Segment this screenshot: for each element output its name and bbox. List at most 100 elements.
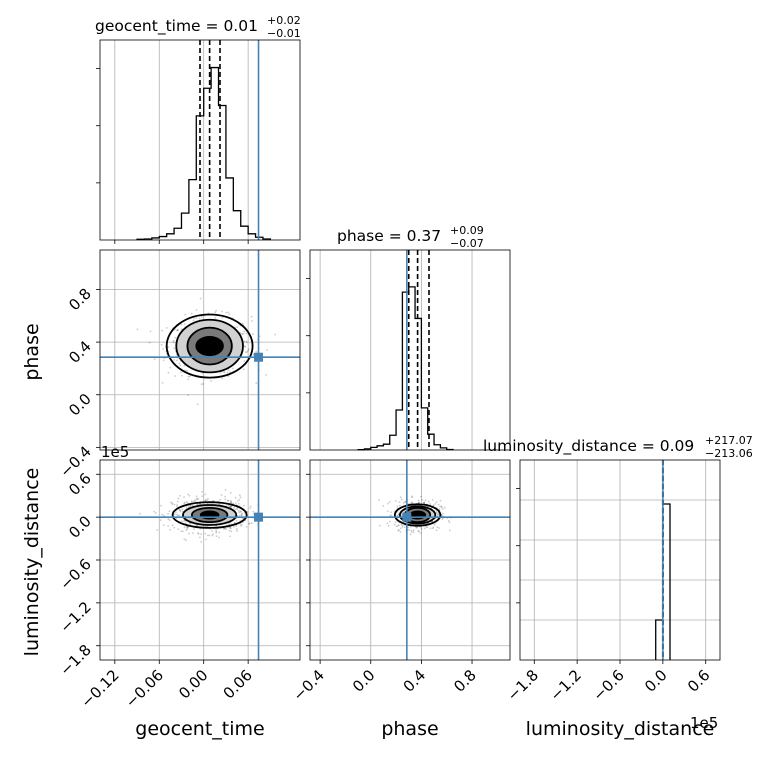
hist-luminosity-distance-xtick-label-1: −1.2 xyxy=(546,666,584,704)
scatter-geocent-distance-sample-point xyxy=(219,498,222,501)
scatter-geocent-distance-sample-point xyxy=(227,504,230,507)
scatter-phase-distance-sample-point xyxy=(418,501,420,504)
scatter-phase-distance-sample-point xyxy=(437,513,440,516)
scatter-geocent-distance-sample-point xyxy=(236,508,239,511)
title-luminosity-distance: luminosity_distance = 0.09 xyxy=(483,437,694,456)
scatter-geocent-distance-sample-point xyxy=(238,498,241,501)
scatter-geocent-distance-sample-point xyxy=(235,519,238,522)
scatter-geocent-phase-sample-point xyxy=(226,371,229,374)
scatter-geocent-phase-sample-point xyxy=(251,333,254,336)
hist-phase-frame xyxy=(309,249,511,451)
title-luminosity-distance-minus: −213.06 xyxy=(705,447,753,460)
scatter-phase-distance-sample-point xyxy=(418,501,420,504)
scatter-geocent-phase-sample-point xyxy=(178,362,181,365)
scatter-geocent-phase-sample-point xyxy=(214,316,217,319)
scatter-geocent-phase-sample-point xyxy=(229,371,232,374)
scatter-geocent-phase-sample-point xyxy=(149,330,152,333)
scatter-phase-distance-sample-point xyxy=(441,518,444,521)
scatter-geocent-phase-sample-point xyxy=(195,308,198,311)
scatter-geocent-phase-sample-point xyxy=(265,373,268,376)
scatter-geocent-phase-sample-point xyxy=(195,317,198,320)
scatter-geocent-phase-sample-point xyxy=(222,371,225,373)
scatter-geocent-distance-sample-point xyxy=(215,535,218,538)
scatter-geocent-distance-sample-point xyxy=(252,510,255,513)
scatter-geocent-distance-sample-point xyxy=(249,507,251,510)
offset-label-x-luminosity-distance: 1e5 xyxy=(690,714,718,732)
scatter-phase-distance-sample-point xyxy=(424,499,427,502)
scatter-geocent-distance-ytick-label-3: 0.0 xyxy=(65,512,95,542)
scatter-geocent-distance-sample-point xyxy=(190,500,193,503)
scatter-geocent-phase-sample-point xyxy=(176,329,179,332)
scatter-phase-distance-sample-point xyxy=(399,531,402,533)
scatter-geocent-distance-sample-point xyxy=(171,503,174,506)
title-phase-minus: −0.07 xyxy=(450,237,484,250)
scatter-phase-distance-sample-point xyxy=(411,495,414,498)
scatter-geocent-distance-sample-point xyxy=(161,513,163,516)
scatter-phase-distance-sample-point xyxy=(412,529,415,532)
scatter-geocent-distance-sample-point xyxy=(240,513,243,516)
scatter-phase-distance-xtick-label-3: 0.8 xyxy=(450,666,480,696)
scatter-geocent-distance-sample-point xyxy=(240,511,243,513)
scatter-geocent-distance-sample-point xyxy=(204,493,207,496)
scatter-geocent-distance-sample-point xyxy=(177,514,179,517)
scatter-geocent-distance-ytick-label-2: −0.6 xyxy=(56,555,94,593)
scatter-phase-distance-sample-point xyxy=(417,530,420,532)
scatter-phase-distance-sample-point xyxy=(401,524,404,527)
scatter-phase-distance-sample-point xyxy=(436,513,439,516)
scatter-geocent-distance-sample-point xyxy=(224,498,227,501)
scatter-geocent-distance-sample-point xyxy=(237,509,240,512)
scatter-phase-distance-sample-point xyxy=(388,501,391,503)
scatter-geocent-distance-sample-point xyxy=(238,511,241,514)
scatter-geocent-distance-sample-point xyxy=(224,489,227,491)
scatter-phase-distance-sample-point xyxy=(398,501,401,504)
scatter-geocent-distance-sample-point xyxy=(195,495,198,498)
scatter-geocent-distance-sample-point xyxy=(239,510,242,513)
scatter-geocent-distance-sample-point xyxy=(245,526,248,528)
scatter-geocent-distance-sample-point xyxy=(171,502,174,505)
scatter-phase-distance-sample-point xyxy=(399,527,402,530)
scatter-geocent-distance-sample-point xyxy=(223,527,226,530)
scatter-geocent-distance-sample-point xyxy=(222,527,225,530)
scatter-phase-distance-sample-point xyxy=(410,531,413,533)
scatter-geocent-distance-sample-point xyxy=(183,538,186,541)
scatter-phase-distance-sample-point xyxy=(447,519,450,522)
scatter-geocent-phase-sample-point xyxy=(231,367,234,370)
xlabel-luminosity-distance: luminosity_distance xyxy=(526,718,715,740)
scatter-geocent-distance-sample-point xyxy=(241,524,243,526)
scatter-geocent-phase-sample-point xyxy=(160,343,163,346)
scatter-geocent-phase-sample-point xyxy=(180,328,183,331)
scatter-geocent-distance-sample-point xyxy=(191,532,194,535)
scatter-geocent-distance-sample-point xyxy=(234,502,237,505)
scatter-phase-distance-sample-point xyxy=(378,524,381,527)
scatter-phase-distance-sample-point xyxy=(400,523,403,526)
scatter-geocent-phase-sample-point xyxy=(165,327,168,329)
scatter-geocent-phase-sample-point xyxy=(175,329,178,332)
scatter-geocent-phase-sample-point xyxy=(245,340,248,343)
scatter-geocent-phase-sample-point xyxy=(199,297,202,300)
scatter-geocent-phase-sample-point xyxy=(161,381,164,384)
scatter-geocent-phase-sample-point xyxy=(210,380,212,383)
scatter-geocent-distance-sample-point xyxy=(238,494,241,497)
scatter-geocent-distance-sample-point xyxy=(179,494,181,497)
hist-phase-histogram-step xyxy=(357,286,454,451)
scatter-geocent-phase-sample-point xyxy=(247,348,250,351)
hist-luminosity-distance-xtick-label-3: 0.0 xyxy=(641,666,671,696)
scatter-geocent-distance-xtick-label-3: 0.06 xyxy=(220,666,256,702)
scatter-geocent-distance-sample-point xyxy=(206,502,209,505)
scatter-geocent-distance-sample-point xyxy=(180,520,183,523)
scatter-geocent-phase-sample-point xyxy=(228,313,231,316)
scatter-geocent-phase-sample-point xyxy=(201,315,203,318)
scatter-geocent-distance-sample-point xyxy=(173,503,176,506)
scatter-phase-distance-contour-0 xyxy=(393,503,442,527)
scatter-geocent-distance-sample-point xyxy=(185,529,188,531)
scatter-geocent-phase-sample-point xyxy=(153,358,156,360)
scatter-geocent-distance-sample-point xyxy=(184,501,186,504)
scatter-phase-distance-sample-point xyxy=(410,496,413,499)
scatter-geocent-phase-ytick-label-2: 0.4 xyxy=(65,337,95,367)
scatter-phase-distance-sample-point xyxy=(429,503,432,505)
scatter-geocent-phase-sample-point xyxy=(255,382,258,385)
scatter-phase-distance-xtick-label-0: −0.4 xyxy=(289,666,327,704)
scatter-geocent-distance-sample-point xyxy=(176,500,179,503)
scatter-geocent-distance-sample-point xyxy=(220,494,223,496)
scatter-geocent-phase-sample-point xyxy=(162,348,165,350)
